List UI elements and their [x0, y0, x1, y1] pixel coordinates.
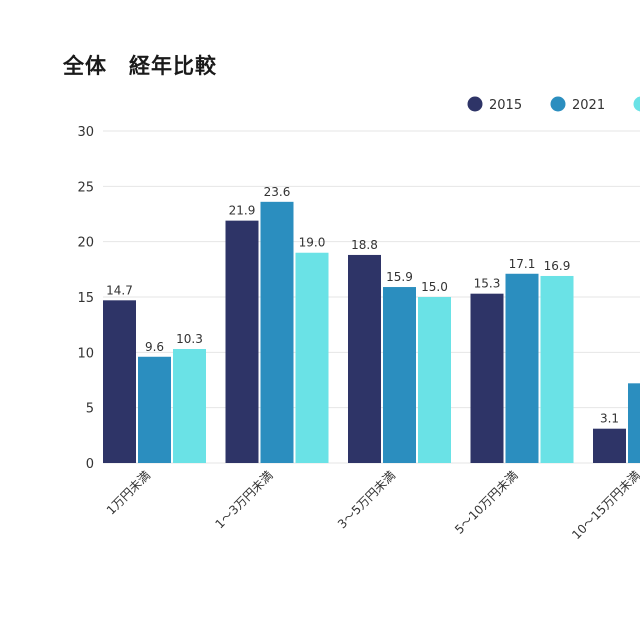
bar-2021: [260, 201, 294, 463]
legend-label: 2021: [572, 98, 605, 113]
x-category-label: 3～5万円未満: [335, 468, 398, 531]
bar-2021: [138, 356, 171, 463]
y-tick-label: 5: [86, 402, 94, 417]
bar-value-label: 19.0: [299, 236, 326, 250]
bar-value-label: 18.8: [351, 238, 378, 252]
bar-2015: [348, 254, 381, 463]
x-category-label: 1～3万円未満: [212, 468, 275, 531]
bar-value-label: 21.9: [229, 204, 256, 218]
bar-2021: [628, 383, 640, 463]
x-category-label: 5～10万円未満: [452, 468, 521, 537]
bar-value-label: 9.6: [145, 340, 164, 354]
bar-2023: [418, 297, 451, 463]
bar-2023: [540, 275, 574, 463]
bar-value-label: 17.1: [509, 257, 536, 271]
bar-value-label: 23.6: [264, 185, 291, 199]
bar-value-label: 15.0: [421, 280, 448, 294]
bar-2023: [295, 252, 329, 463]
y-tick-label: 25: [77, 180, 94, 195]
legend-marker-2021: [550, 96, 566, 112]
bar-2015: [470, 293, 504, 463]
bar-value-label: 15.3: [474, 277, 501, 291]
bar-value-label: 16.9: [544, 259, 571, 273]
y-tick-label: 30: [77, 125, 94, 140]
bar-value-label: 3.1: [600, 412, 619, 426]
x-category-label: 10～15万円未満: [569, 468, 640, 542]
bar-2015: [103, 300, 136, 463]
bar-value-label: 15.9: [386, 270, 413, 284]
x-category-label: 1万円未満: [104, 468, 153, 517]
y-tick-label: 10: [77, 346, 94, 361]
y-tick-label: 0: [86, 457, 94, 472]
legend-marker-2015: [467, 96, 483, 112]
bar-2015: [593, 428, 626, 463]
bar-value-label: 10.3: [176, 332, 203, 346]
y-tick-label: 20: [77, 236, 94, 251]
bar-2021: [383, 287, 416, 463]
bar-value-label: 14.7: [106, 283, 133, 297]
y-tick-label: 15: [77, 291, 94, 306]
bar-2015: [225, 220, 259, 463]
legend-marker-2023: [633, 96, 640, 112]
bar-2023: [173, 349, 206, 463]
legend-label: 2015: [489, 98, 522, 113]
bar-2021: [505, 273, 539, 463]
chart-title: 全体 経年比較: [63, 54, 217, 78]
